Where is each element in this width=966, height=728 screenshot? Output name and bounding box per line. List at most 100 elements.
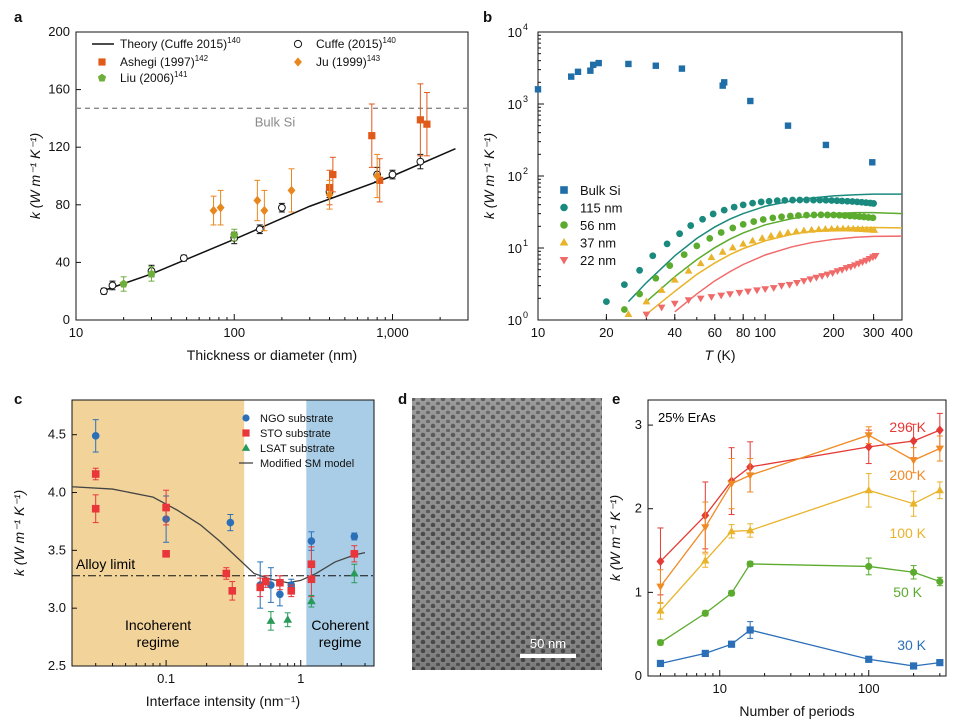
data-point-square [746,626,754,634]
data-point-22-nm [777,282,786,290]
alloy-limit-label: Alloy limit [76,556,135,572]
data-point-diamond [325,190,334,200]
data-point-square [276,578,284,587]
x-tick-label: 0.1 [157,671,175,686]
data-point-22-nm [717,292,726,300]
data-point-circle [255,225,264,234]
series-line [659,429,941,562]
x-tick-label: 300 [863,325,885,340]
data-point-square [727,640,736,648]
data-point-115-nm [838,197,846,205]
legend-swatch [242,429,250,437]
data-point-22-nm [818,273,827,280]
y-tick-label: 10 [508,313,522,328]
data-point-115-nm [676,230,684,238]
y-tick-exponent: 3 [523,94,528,104]
data-point-triangle-up [656,606,665,614]
data-point-diamond [209,205,218,216]
data-point-56-nm [846,212,854,220]
x-tick-label: 100 [754,325,776,340]
x-tick-label: 80 [736,325,750,340]
y-tick-label: 200 [48,24,70,39]
y-tick-label: 0 [63,312,70,327]
data-point-Bulk-Si [587,67,594,74]
data-point-37-nm [657,286,666,293]
data-point-Bulk-Si [869,159,876,166]
data-point-115-nm [765,197,773,205]
data-point-triangle [266,616,276,624]
data-point-square [865,655,873,663]
x-tick-label: 10 [69,325,83,340]
y-tick-label: 40 [56,254,70,269]
data-point-37-nm [870,226,879,233]
data-point-diamond [253,195,262,206]
y-tick-label: 10 [508,25,522,40]
data-point-pentagon [119,279,128,288]
data-point-triangle-up [701,556,710,564]
y-tick-label: 10 [508,97,522,112]
data-point-56-nm [803,211,810,219]
legend-swatch [98,58,106,66]
data-point-triangle-down [864,432,873,440]
data-point-triangle-down [909,457,918,465]
data-point-22-nm [799,278,808,285]
data-point-115-nm [739,201,747,209]
region-label: Incoherent [125,617,191,633]
data-point-circle [179,254,188,262]
x-axis-label: Interface intensity (nm⁻¹) [146,693,300,709]
y-tick-label: 2.5 [48,658,66,673]
theory-line [103,147,456,292]
data-point-22-nm [707,294,716,301]
series-line [660,563,941,644]
y-tick-exponent: 1 [523,238,528,248]
panel-label-c: c [14,391,22,408]
data-point-circle [909,568,918,576]
x-axis-label: Thickness or diameter (nm) [187,347,357,363]
legend-label: Ashegi (1997)142 [120,54,209,69]
y-tick-label: 2 [635,501,642,516]
data-point-square [162,503,170,512]
fit-curve [645,211,903,303]
series-label: 30 K [897,637,926,653]
bulk-si-label: Bulk Si [255,114,296,129]
data-point-115-nm [803,196,810,204]
data-point-22-nm [806,276,815,284]
data-point-diamond [260,205,269,216]
data-point-22-nm [657,304,666,312]
legend-label: Theory (Cuffe 2015)140 [120,36,241,51]
data-point-115-nm [709,210,717,218]
data-point-37-nm [839,224,847,232]
data-point-37-nm [748,236,757,244]
data-point-37-nm [696,259,705,267]
data-point-22-nm [753,287,761,295]
data-point-diamond [935,425,944,435]
data-point-22-nm [871,253,880,260]
data-point-Bulk-Si [595,59,602,67]
legend-label: 56 nm [580,218,616,233]
data-point-22-nm [726,291,734,299]
y-axis-label: k (W m⁻¹ K⁻¹) [607,495,623,581]
data-point-56-nm [824,211,831,219]
data-point-square [368,132,376,140]
data-point-triangle-down [701,524,710,532]
data-point-56-nm [620,306,628,313]
data-point-Bulk-Si [784,122,792,129]
data-point-37-nm [758,234,767,241]
legend-label: Cuffe (2015)140 [316,36,396,51]
x-axis-label: Number of periods [739,703,854,719]
y-tick-label: 160 [48,82,70,97]
data-point-115-nm [720,206,728,214]
data-point-56-nm [717,229,725,236]
data-point-56-nm [693,242,701,250]
x-tick-label: 20 [599,325,613,340]
panel-label-e: e [612,391,620,408]
legend-label: 115 nm [580,201,622,216]
data-point-37-nm [739,239,748,247]
data-point-square [307,575,316,584]
data-point-115-nm [730,203,738,211]
data-point-triangle-down [746,472,755,480]
data-point-Bulk-Si [719,82,726,89]
data-point-22-nm [744,288,752,296]
y-tick-exponent: 2 [523,166,528,176]
